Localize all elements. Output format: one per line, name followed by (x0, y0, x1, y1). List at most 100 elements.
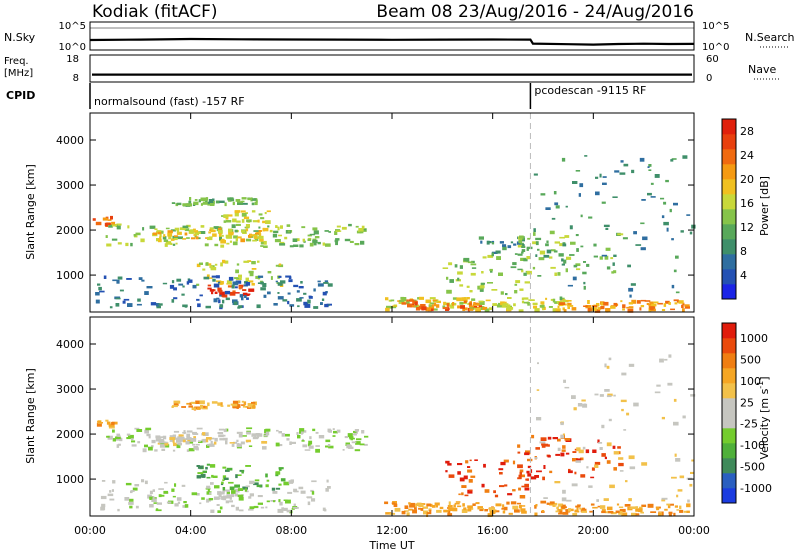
data-cell (406, 299, 409, 302)
data-cell (598, 442, 603, 444)
data-cell (429, 509, 432, 513)
data-cell (599, 173, 602, 178)
data-cell (186, 438, 190, 441)
data-cell (251, 283, 255, 286)
data-cell (385, 297, 389, 301)
data-cell (549, 230, 555, 235)
data-cell (670, 159, 674, 162)
data-cell (668, 302, 671, 305)
data-cell (661, 499, 666, 502)
data-cell (487, 254, 494, 258)
data-cell (565, 205, 568, 208)
data-cell (258, 433, 263, 437)
data-cell (325, 445, 330, 448)
data-cell (181, 293, 185, 296)
data-cell (622, 237, 628, 240)
data-cell (639, 157, 645, 162)
data-cell (401, 302, 407, 305)
data-cell (572, 276, 577, 281)
data-cell (192, 443, 196, 446)
data-cell (542, 307, 545, 311)
data-cell (244, 295, 247, 298)
data-cell (448, 474, 455, 478)
data-cell (214, 263, 218, 266)
data-cell (429, 302, 435, 305)
data-cell (172, 243, 176, 246)
data-cell (459, 284, 464, 287)
data-cell (664, 358, 668, 361)
data-cell (536, 389, 540, 391)
data-cell (404, 505, 409, 509)
data-cell (312, 238, 317, 241)
data-cell (461, 492, 464, 496)
data-cell (426, 503, 431, 507)
data-cell (241, 305, 244, 308)
data-cell (173, 287, 177, 291)
data-cell (552, 308, 557, 312)
data-cell (524, 281, 530, 284)
data-cell (414, 504, 418, 508)
data-cell (534, 475, 539, 478)
data-cell (299, 244, 304, 248)
data-cell (411, 305, 416, 307)
data-cell (236, 263, 240, 266)
data-cell (115, 297, 121, 300)
data-cell (267, 271, 272, 274)
data-cell (334, 239, 339, 243)
data-cell (593, 243, 597, 247)
data-cell (225, 297, 230, 301)
data-cell (281, 507, 284, 510)
data-cell (540, 500, 547, 504)
velocity-colorbar-label: Velocity [m s-1] (756, 376, 771, 459)
data-cell (507, 245, 512, 249)
data-cell (262, 227, 269, 232)
data-cell (613, 394, 616, 397)
data-cell (604, 255, 609, 260)
data-cell (415, 307, 420, 311)
velocity-colorbar-swatch (722, 428, 736, 444)
data-cell (359, 443, 365, 446)
data-cell (311, 498, 316, 502)
data-cell (561, 449, 566, 452)
data-cell (199, 294, 203, 297)
data-cell (567, 305, 574, 307)
data-cell (197, 303, 201, 308)
data-cell (679, 475, 685, 479)
data-cell (592, 506, 598, 509)
data-cell (536, 470, 542, 473)
data-cell (241, 200, 245, 203)
data-cell (556, 506, 559, 510)
power-colorbar-swatch (722, 239, 736, 255)
data-cell (170, 242, 173, 245)
data-cell (271, 487, 276, 491)
data-cell (165, 241, 172, 245)
data-cell (607, 511, 614, 514)
data-cell (613, 270, 617, 274)
data-cell (265, 473, 268, 478)
data-cell (313, 306, 319, 309)
data-cell (462, 503, 465, 507)
data-cell (207, 284, 212, 287)
data-cell (241, 197, 247, 200)
data-cell (567, 284, 573, 287)
data-cell (232, 281, 239, 286)
data-cell (226, 280, 232, 284)
data-cell (540, 193, 546, 196)
data-cell (673, 398, 677, 402)
data-cell (517, 253, 523, 256)
data-cell (519, 471, 522, 475)
data-cell (664, 508, 668, 511)
data-cell (134, 484, 140, 487)
data-cell (206, 437, 212, 440)
data-cell (242, 292, 248, 297)
data-cell (605, 247, 611, 251)
data-cell (524, 452, 530, 456)
data-cell (229, 240, 232, 243)
data-cell (562, 242, 566, 245)
data-cell (650, 196, 656, 198)
data-cell (446, 289, 452, 294)
data-cell (470, 475, 476, 478)
data-cell (610, 305, 616, 309)
data-cell (309, 233, 316, 236)
data-cell (535, 241, 539, 246)
